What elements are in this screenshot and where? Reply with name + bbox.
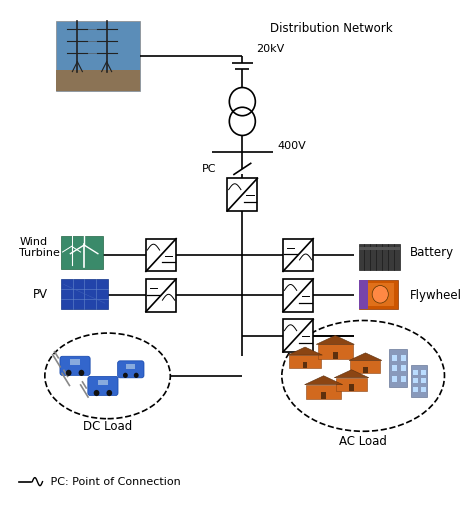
FancyBboxPatch shape — [88, 376, 118, 395]
Polygon shape — [334, 370, 369, 378]
Polygon shape — [349, 353, 382, 361]
Bar — [289, 355, 321, 368]
Bar — [413, 378, 418, 383]
Bar — [333, 352, 338, 359]
Bar — [413, 370, 418, 375]
Text: Flywheel: Flywheel — [410, 289, 462, 302]
Bar — [318, 344, 353, 359]
Bar — [146, 279, 176, 312]
Bar — [127, 364, 135, 369]
Bar — [349, 384, 354, 391]
Bar — [283, 279, 313, 312]
FancyBboxPatch shape — [118, 361, 144, 378]
Circle shape — [79, 370, 84, 376]
Bar — [358, 280, 368, 309]
Bar — [227, 178, 257, 211]
Polygon shape — [288, 347, 322, 355]
Bar — [61, 279, 108, 309]
Text: PV: PV — [33, 288, 48, 301]
Circle shape — [66, 370, 72, 376]
Bar — [336, 378, 367, 391]
Bar — [401, 355, 406, 361]
Bar — [146, 239, 176, 271]
Polygon shape — [305, 376, 343, 385]
Bar — [411, 365, 427, 397]
Bar — [421, 378, 426, 383]
Bar — [358, 244, 401, 270]
Text: Battery: Battery — [410, 246, 454, 259]
Bar — [350, 361, 381, 373]
Bar — [363, 367, 368, 373]
Bar — [306, 385, 341, 399]
Bar — [392, 376, 397, 382]
Bar — [421, 387, 426, 392]
Bar — [392, 365, 397, 371]
Bar — [321, 392, 326, 399]
Bar — [413, 387, 418, 392]
Circle shape — [107, 390, 112, 396]
Bar — [358, 246, 401, 250]
Bar — [389, 349, 407, 387]
Bar — [283, 319, 313, 352]
Bar — [358, 280, 398, 309]
Text: 400V: 400V — [277, 141, 306, 150]
Bar — [421, 370, 426, 375]
Bar — [56, 21, 140, 91]
FancyBboxPatch shape — [60, 356, 90, 375]
Polygon shape — [316, 335, 355, 344]
Text: PC: Point of Connection: PC: Point of Connection — [47, 477, 181, 487]
Bar — [392, 355, 397, 361]
Circle shape — [94, 390, 100, 396]
Bar — [70, 360, 80, 365]
Bar — [303, 362, 308, 368]
Text: Wind
Turbine: Wind Turbine — [19, 237, 60, 258]
Bar — [401, 365, 406, 371]
Bar — [363, 283, 394, 306]
Bar — [283, 239, 313, 271]
Circle shape — [372, 285, 388, 303]
Text: PC: PC — [202, 165, 217, 174]
Text: Distribution Network: Distribution Network — [270, 22, 393, 35]
Text: DC Load: DC Load — [83, 420, 132, 433]
Circle shape — [134, 373, 139, 378]
Circle shape — [123, 373, 128, 378]
Bar — [61, 236, 103, 269]
Text: AC Load: AC Load — [339, 435, 387, 448]
Bar — [401, 376, 406, 382]
Text: 20kV: 20kV — [256, 43, 284, 54]
Bar — [98, 380, 108, 385]
FancyArrowPatch shape — [64, 284, 105, 303]
Bar — [56, 70, 140, 91]
